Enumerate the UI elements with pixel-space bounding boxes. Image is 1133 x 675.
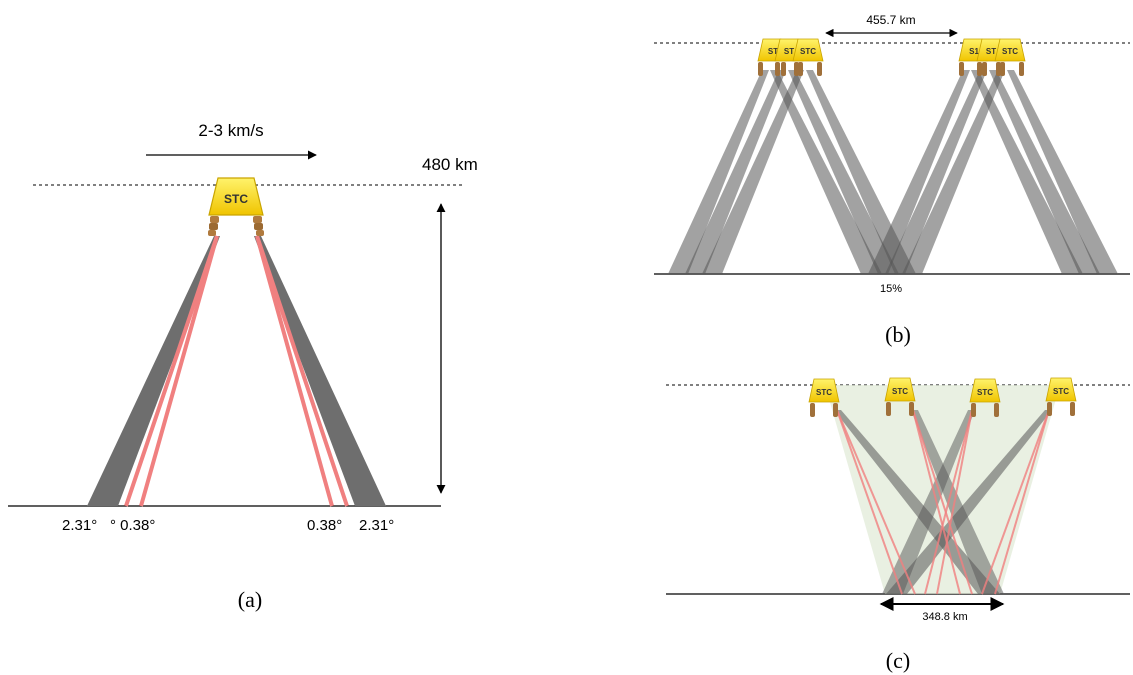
- stc-instrument-c1: STC: [808, 378, 840, 417]
- overlap-label: 15%: [880, 283, 902, 295]
- stc-instrument-c3: STC: [969, 378, 1001, 417]
- left-pink-beams: [124, 235, 219, 507]
- angle-inner-right: 0.38°: [307, 517, 342, 534]
- panel-a: 2-3 km/s 480 km STC: [8, 121, 478, 612]
- panel-c: STC STC STC STC 348.8 km (c): [666, 377, 1130, 673]
- caption-c: (c): [886, 648, 910, 673]
- svg-text:ST: ST: [784, 47, 794, 56]
- svg-text:STC: STC: [1002, 47, 1018, 56]
- stc-instrument: STC: [208, 177, 264, 236]
- svg-text:STC: STC: [800, 47, 816, 56]
- svg-text:ST: ST: [986, 47, 996, 56]
- panel-b: 455.7 km ST: [654, 13, 1130, 347]
- altitude-label: 480 km: [422, 155, 478, 174]
- stc-instrument-b3: STC: [792, 38, 824, 76]
- stc-instrument-c4: STC: [1045, 377, 1077, 416]
- svg-text:S1: S1: [969, 47, 979, 56]
- angle-outer-right: 2.31°: [359, 517, 394, 534]
- beams-b: [668, 70, 1118, 274]
- stc-label: STC: [224, 192, 248, 206]
- beams-c: [834, 409, 1052, 595]
- velocity-label: 2-3 km/s: [198, 121, 263, 140]
- svg-text:STC: STC: [816, 388, 832, 397]
- right-pink-beams: [255, 235, 349, 507]
- svg-text:STC: STC: [892, 387, 908, 396]
- distance-label: 455.7 km: [866, 13, 915, 27]
- right-lens-icon: [253, 216, 264, 236]
- caption-b: (b): [885, 322, 911, 347]
- angle-inner-left: ° 0.38°: [110, 517, 155, 534]
- svg-text:STC: STC: [1053, 387, 1069, 396]
- stc-instrument-b6: STC: [994, 38, 1026, 76]
- stc-instrument-c2: STC: [884, 377, 916, 416]
- right-gray-beam: [254, 236, 386, 506]
- angle-outer-left: 2.31°: [62, 517, 97, 534]
- svg-text:STC: STC: [977, 388, 993, 397]
- left-lens-icon: [208, 216, 219, 236]
- left-gray-beam: [87, 236, 220, 506]
- width-label: 348.8 km: [922, 611, 967, 623]
- svg-text:ST: ST: [768, 47, 778, 56]
- caption-a: (a): [238, 587, 262, 612]
